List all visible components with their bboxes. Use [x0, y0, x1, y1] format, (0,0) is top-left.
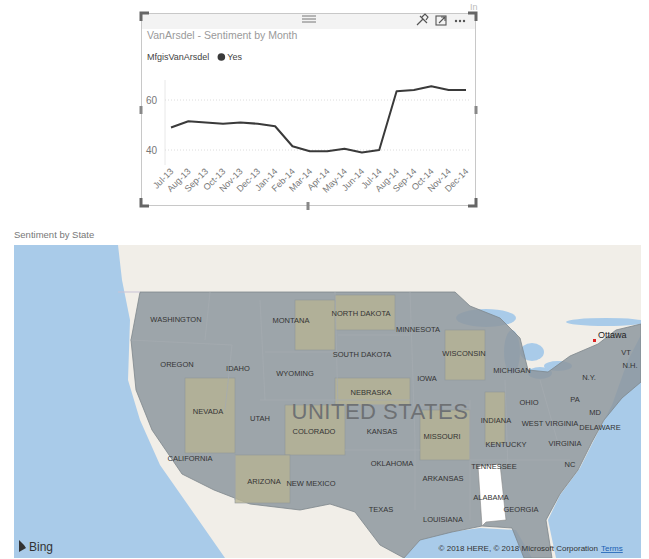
resize-handle[interactable]: [141, 198, 149, 206]
x-tick-label: Dec-14: [443, 166, 471, 194]
land: [118, 245, 641, 558]
border: [118, 292, 140, 293]
map[interactable]: [14, 245, 641, 558]
bing-logo: [19, 540, 26, 552]
state-label: SOUTH DAKOTA: [333, 350, 392, 359]
state-label: WASHINGTON: [150, 315, 201, 324]
state-label: ARKANSAS: [423, 474, 464, 483]
state-label: KANSAS: [367, 427, 397, 436]
country-label: UNITED STATES: [292, 399, 469, 424]
y-axis-line: [165, 80, 166, 165]
state-label: VIRGINIA: [549, 439, 582, 448]
state-border: [505, 380, 508, 470]
state-label: WEST VIRGINIA: [522, 419, 579, 428]
resize-handle[interactable]: [141, 13, 149, 21]
resize-handle[interactable]: [468, 198, 476, 206]
state-label: MICHIGAN: [493, 366, 531, 375]
page: In VanArsdel - Sentiment by Month MfgisVan…: [0, 0, 649, 559]
state-label: KENTUCKY: [486, 440, 527, 449]
state-border: [338, 335, 410, 336]
visual-frame: [142, 14, 476, 206]
state-label: OHIO: [519, 398, 538, 407]
state-label: WISCONSIN: [442, 349, 485, 358]
y-tick-label: 60: [146, 95, 158, 106]
state-border: [235, 455, 236, 500]
state-border: [260, 300, 265, 400]
state-label: GEORGIA: [503, 505, 538, 514]
focus-icon-arrow: [439, 17, 445, 23]
state-label: VT: [621, 348, 631, 357]
state-border: [130, 340, 232, 345]
resize-handle[interactable]: [307, 202, 310, 210]
city-marker: [593, 339, 596, 342]
drag-handle[interactable]: [302, 19, 316, 20]
state-label: MONTANA: [273, 316, 310, 325]
grid-line: [165, 100, 470, 101]
state-label: N.Y.: [582, 373, 596, 382]
state-label: TENNESSEE: [471, 462, 516, 471]
state-label: NEBRASKA: [351, 388, 392, 397]
state-border: [415, 440, 416, 510]
state-label: MD: [589, 408, 601, 417]
map-title: Sentiment by State: [14, 229, 94, 240]
state-label: INDIANA: [481, 416, 511, 425]
water: [14, 245, 641, 558]
state-border: [345, 450, 420, 451]
plot-area: [171, 86, 466, 152]
state-border: [470, 460, 570, 461]
pin-icon[interactable]: [417, 14, 428, 25]
line-visual: VanArsdel - Sentiment by Month MfgisVanAr…: [140, 13, 478, 210]
resize-handle[interactable]: [140, 106, 143, 114]
state-label: UTAH: [250, 414, 270, 423]
state-label: TEXAS: [369, 505, 394, 514]
state-label: IDAHO: [226, 364, 250, 373]
chart-title: VanArsdel - Sentiment by Month: [147, 29, 298, 41]
focus-icon[interactable]: [436, 16, 446, 25]
more-icon[interactable]: [463, 20, 465, 22]
state-label: OKLAHOMA: [371, 459, 414, 468]
state-label: COLORADO: [293, 427, 336, 436]
state-label: CALIFORNIA: [167, 454, 212, 463]
corner-text: In: [470, 2, 478, 12]
state-region[interactable]: [235, 455, 290, 503]
state-label: MINNESOTA: [396, 325, 440, 334]
lake: [566, 318, 641, 326]
state-border: [225, 345, 232, 410]
more-icon[interactable]: [455, 20, 457, 22]
series-line[interactable]: [171, 86, 466, 152]
city-label: Ottawa: [598, 330, 627, 340]
resize-handle[interactable]: [468, 13, 476, 21]
state-label: DELAWARE: [579, 423, 621, 432]
state-label: NC: [565, 460, 576, 469]
state-label: OREGON: [160, 360, 193, 369]
more-icon[interactable]: [459, 20, 461, 22]
state-label: NEW MEXICO: [286, 479, 335, 488]
legend-title: MfgisVanArsdel: [147, 52, 209, 62]
state-border: [205, 292, 210, 340]
state-label: IOWA: [417, 374, 437, 383]
drag-handle[interactable]: [302, 16, 316, 17]
state-label: MISSOURI: [423, 432, 460, 441]
state-label: WYOMING: [276, 369, 314, 378]
state-label: ALABAMA: [473, 493, 508, 502]
provider-label: Bing: [29, 540, 53, 554]
visual-header: [142, 14, 475, 29]
state-label: PA: [570, 395, 579, 404]
state-border: [265, 352, 335, 353]
legend-swatch[interactable]: [218, 53, 226, 61]
state-label: LOUISIANA: [423, 515, 463, 524]
state-region[interactable]: [295, 300, 335, 350]
resize-handle[interactable]: [475, 106, 478, 114]
state-label: ARIZONA: [247, 477, 280, 486]
drag-handle[interactable]: [302, 22, 316, 23]
us-region[interactable]: [131, 292, 641, 558]
y-tick-label: 40: [146, 145, 158, 156]
state-label: NEVADA: [193, 407, 223, 416]
state-label: N.H.: [623, 361, 638, 370]
attribution: © 2018 HERE, © 2018 Microsoft Corporatio…: [439, 544, 598, 553]
terms-link[interactable]: Terms: [601, 544, 623, 553]
state-label: NORTH DAKOTA: [332, 309, 391, 318]
legend-label[interactable]: Yes: [227, 52, 242, 62]
